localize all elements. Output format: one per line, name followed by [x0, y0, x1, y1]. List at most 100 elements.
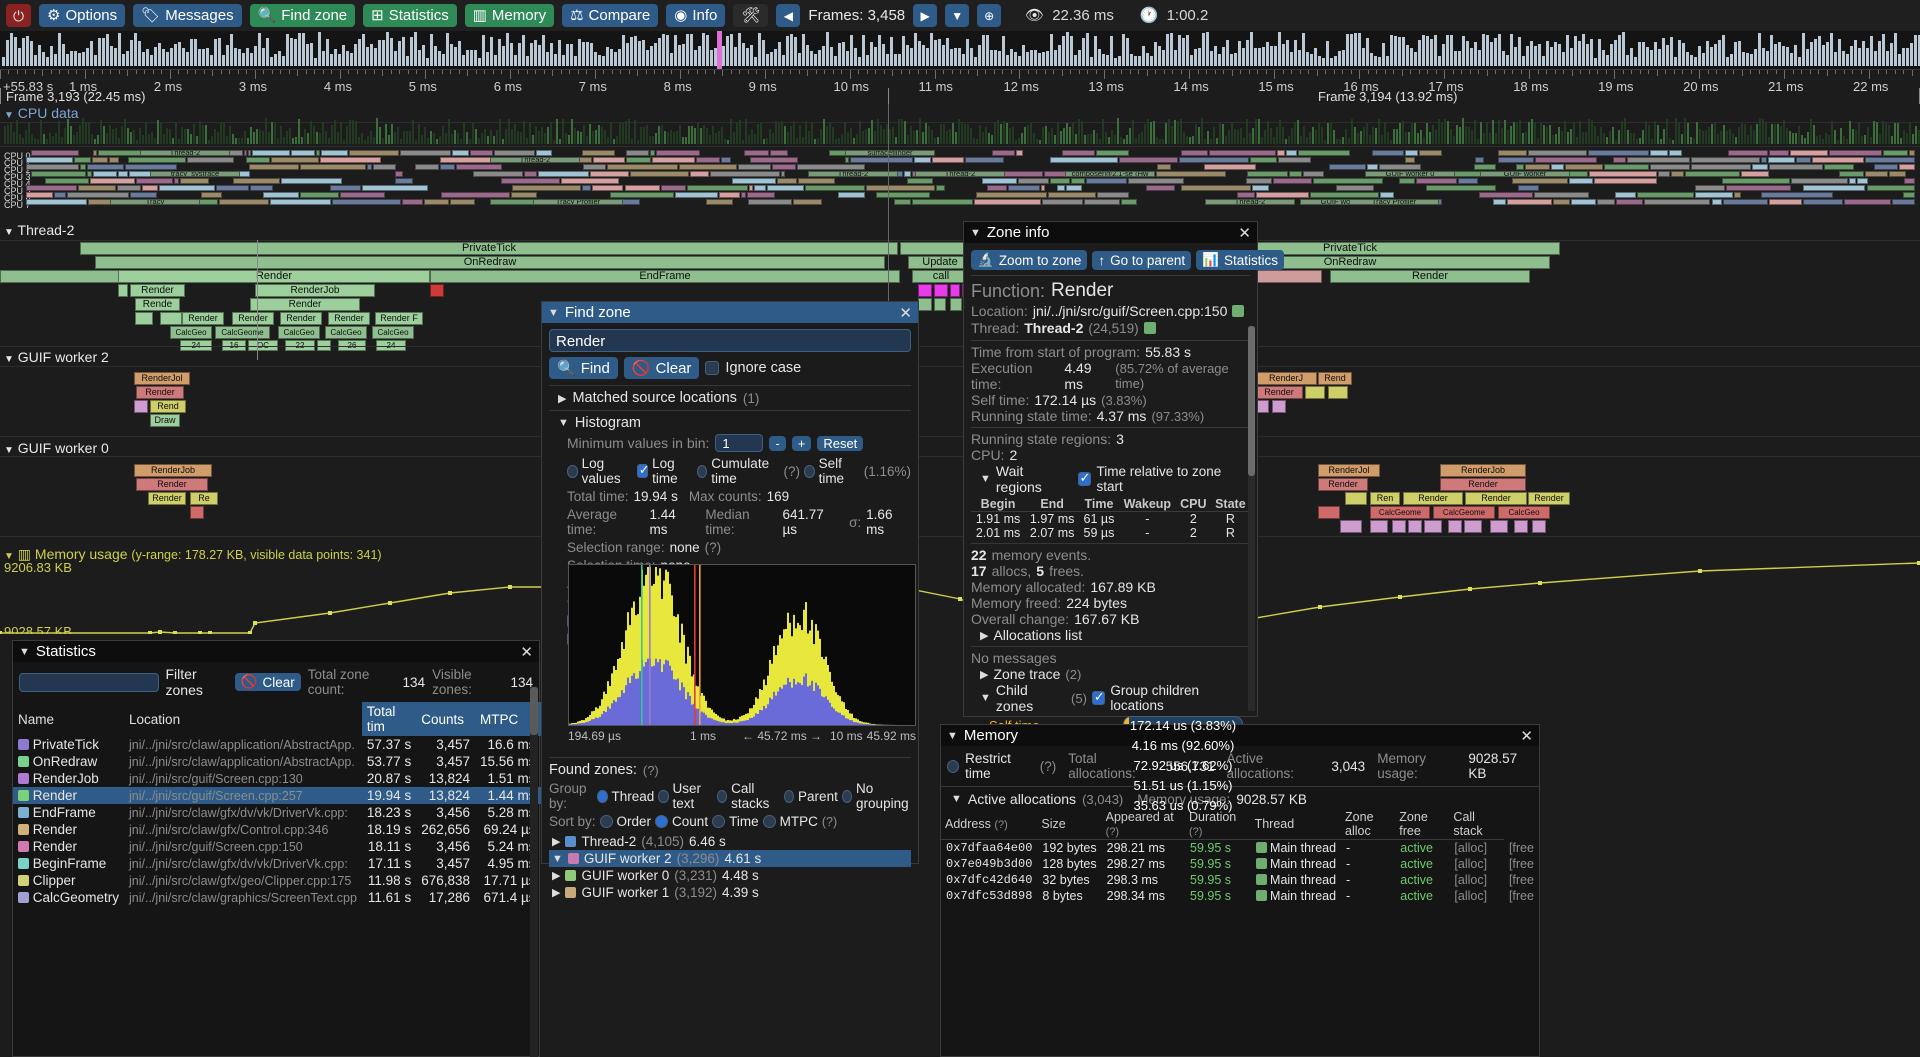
timeline-zone[interactable] [34, 137, 36, 144]
timeline-zone[interactable] [1309, 192, 1379, 198]
timeline-zone[interactable] [1408, 132, 1410, 144]
timeline-zone[interactable] [337, 131, 339, 144]
timeline-zone[interactable] [1645, 121, 1647, 144]
timeline-zone[interactable] [211, 136, 213, 144]
timeline-zone[interactable] [1733, 192, 1742, 198]
timeline-zone[interactable] [1564, 120, 1566, 144]
timeline-zone[interactable] [169, 128, 171, 144]
timeline-zone[interactable] [1600, 127, 1602, 144]
timeline-zone[interactable] [1603, 133, 1605, 144]
timeline-zone[interactable] [1699, 128, 1701, 144]
timeline-zone[interactable] [1305, 386, 1325, 399]
found-zone-row[interactable]: ▶ GUIF worker 1 (3,192) 4.39 s [549, 884, 911, 901]
timeline-zone[interactable] [13, 132, 15, 144]
timeline-zone[interactable] [1912, 133, 1914, 144]
statistics-column-header[interactable]: Counts [416, 702, 476, 736]
timeline-zone[interactable] [943, 124, 945, 144]
timeline-zone[interactable] [1153, 121, 1155, 144]
timeline-zone[interactable] [1183, 132, 1185, 144]
timeline-zone[interactable] [499, 119, 501, 144]
timeline-zone[interactable] [1246, 119, 1248, 144]
timeline-zone[interactable] [1649, 164, 1691, 170]
timeline-zone[interactable] [1294, 122, 1296, 144]
timeline-zone[interactable] [1531, 118, 1533, 144]
timeline-zone[interactable] [1582, 131, 1584, 144]
timeline-zone[interactable] [1714, 121, 1716, 144]
timeline-zone[interactable] [936, 185, 946, 191]
timeline-zone[interactable] [1195, 123, 1197, 144]
table-row[interactable]: Render jni/../jni/src/claw/gfx/Control.cp… [13, 821, 541, 838]
timeline-zone[interactable] [501, 178, 561, 184]
timeline-zone[interactable]: Render [280, 312, 322, 325]
timeline-zone[interactable] [895, 137, 897, 144]
timeline-zone[interactable] [1156, 136, 1158, 144]
timeline-zone[interactable] [358, 137, 360, 144]
zone-trace-triangle-icon[interactable]: ▶ [980, 668, 989, 681]
timeline-zone[interactable] [1126, 134, 1128, 144]
timeline-zone[interactable] [1777, 123, 1779, 144]
timeline-zone[interactable] [1379, 192, 1395, 198]
alloc-call-stack-cell[interactable]: [alloc] [1454, 873, 1488, 887]
timeline-zone[interactable] [1888, 125, 1890, 144]
timeline-zone[interactable] [1008, 185, 1040, 191]
timeline-zone[interactable] [1498, 120, 1500, 144]
timeline-zone[interactable] [1087, 133, 1089, 144]
zone-statistics-button[interactable]: 📊 Statistics [1196, 250, 1284, 270]
timeline-zone[interactable] [697, 121, 699, 144]
timeline-zone[interactable] [580, 131, 582, 144]
collapse-triangle-icon[interactable]: ▼ [4, 551, 14, 562]
clear-button[interactable]: 🚫 Clear [623, 357, 700, 379]
timeline-zone[interactable] [1573, 122, 1575, 144]
timeline-zone[interactable] [424, 126, 426, 144]
timeline-zone[interactable] [1630, 132, 1632, 144]
timeline-zone[interactable]: CalcGeo [1498, 506, 1550, 519]
timeline-zone[interactable] [652, 157, 696, 163]
timeline-zone[interactable] [586, 135, 588, 144]
timeline-zone[interactable] [1819, 134, 1821, 144]
timeline-zone[interactable] [1174, 119, 1176, 144]
timeline-zone[interactable] [731, 178, 777, 184]
timeline-zone[interactable] [117, 171, 128, 177]
memory-column-header[interactable]: Zone alloc [1341, 809, 1396, 840]
prev-frame-button[interactable]: ◀ [776, 4, 801, 27]
timeline-zone[interactable] [1774, 124, 1776, 144]
timeline-zone[interactable] [907, 135, 909, 144]
timeline-zone[interactable] [1345, 128, 1347, 144]
statistics-column-header[interactable]: Name [18, 711, 55, 727]
timeline-zone[interactable] [1071, 178, 1085, 184]
memory-allocation-row[interactable]: 0x7dfc53d898 8 bytes 298.34 ms 59.95 s Main… [941, 888, 1539, 904]
timeline-zone[interactable] [332, 199, 401, 205]
timeline-zone[interactable] [133, 130, 135, 144]
timeline-zone[interactable] [160, 312, 182, 325]
sort-by-radio-count[interactable] [655, 815, 669, 828]
timeline-zone[interactable] [1429, 131, 1431, 144]
timeline-zone[interactable] [1889, 171, 1907, 177]
timeline-zone[interactable] [241, 137, 243, 144]
timeline-zone[interactable] [355, 120, 357, 144]
timeline-zone[interactable] [86, 171, 92, 177]
timeline-zone[interactable] [718, 131, 720, 144]
alloc-address-cell[interactable]: 0x7dfaa64e00 [946, 841, 1033, 855]
timeline-zone[interactable] [616, 136, 618, 144]
timeline-zone[interactable] [172, 138, 174, 144]
timeline-zone[interactable] [94, 139, 96, 144]
matched-locations-triangle-icon[interactable]: ▶ [558, 392, 567, 405]
timeline-zone[interactable] [1527, 150, 1587, 156]
timeline-zone[interactable]: Render [1403, 492, 1463, 505]
timeline-zone[interactable]: PrivateTick [80, 242, 898, 255]
timeline-zone[interactable] [1456, 125, 1458, 144]
timeline-zone[interactable] [1050, 178, 1071, 184]
timeline-zone[interactable] [1685, 171, 1741, 177]
timeline-zone[interactable] [1480, 122, 1482, 144]
collapse-triangle-icon[interactable]: ▼ [4, 227, 14, 238]
timeline-zone[interactable] [1245, 178, 1273, 184]
timeline-zone[interactable] [1849, 178, 1856, 184]
timeline-zone[interactable]: 16 [222, 340, 246, 351]
timeline-zone[interactable] [751, 128, 753, 144]
timeline-zone[interactable] [814, 139, 816, 144]
timeline-zone[interactable] [856, 133, 858, 144]
timeline-zone[interactable] [961, 122, 963, 144]
memory-button[interactable]: ▥ Memory [464, 4, 555, 27]
timeline-zone[interactable] [1066, 185, 1082, 191]
